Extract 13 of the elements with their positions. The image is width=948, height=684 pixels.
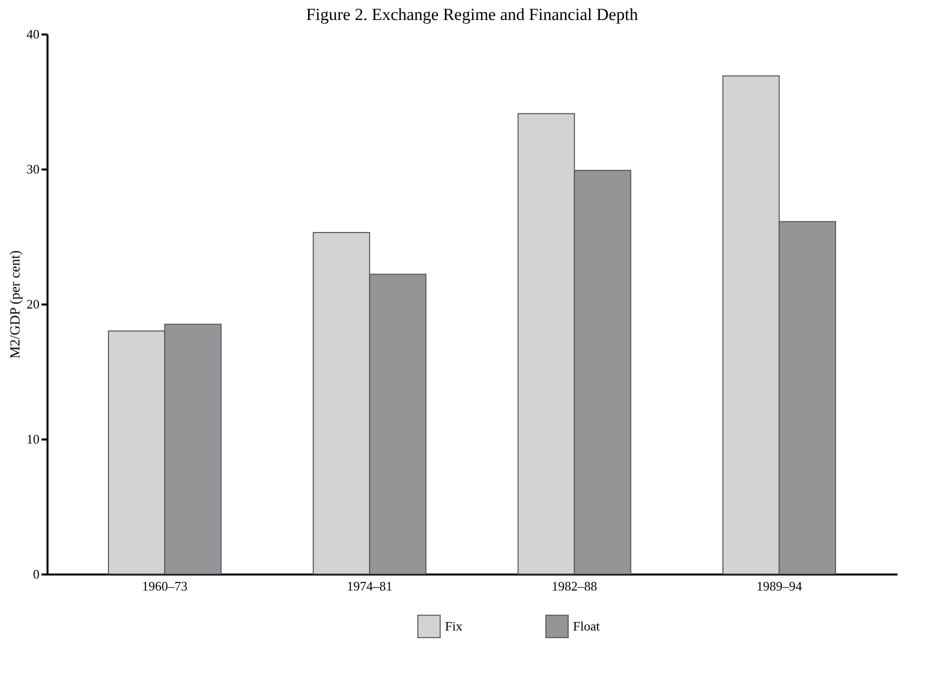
y-tick-label: 0 bbox=[33, 566, 40, 582]
y-tick-label: 10 bbox=[26, 432, 40, 446]
legend-label: Fix bbox=[445, 618, 463, 634]
x-tick-label: 1960–73 bbox=[142, 578, 188, 594]
y-tick-label: 40 bbox=[26, 26, 40, 42]
legend-label: Float bbox=[573, 618, 600, 634]
chart-title: Figure 2. Exchange Regime and Financial Depth bbox=[306, 5, 638, 24]
x-tick-label: 1989–94 bbox=[756, 578, 802, 594]
y-axis-title: M2/GDP (per cent) bbox=[8, 250, 24, 359]
x-tick-label: 1982–88 bbox=[552, 578, 598, 594]
y-tick-label: 30 bbox=[26, 162, 40, 176]
y-tick-label: 20 bbox=[26, 296, 40, 312]
x-tick-label: 1974–81 bbox=[346, 578, 392, 594]
